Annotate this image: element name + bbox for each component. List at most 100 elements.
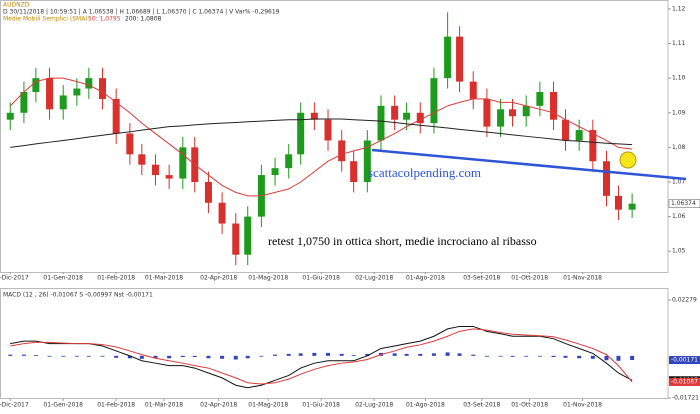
candle-body: [550, 92, 558, 120]
x-tick-label: 01-Gen-2018: [43, 402, 83, 409]
histogram-bar: [8, 354, 13, 356]
sma-line: [9, 77, 633, 197]
candle-body: [126, 133, 134, 155]
candle-body: [536, 92, 544, 106]
candle-body: [218, 202, 226, 224]
macd-line: [10, 328, 633, 385]
price-tag-box: [668, 199, 700, 208]
histogram-bar: [114, 355, 119, 358]
candle-body: [324, 119, 332, 141]
histogram-bar: [351, 355, 356, 356]
candle-body: [377, 105, 385, 141]
candle-body: [497, 109, 505, 127]
histogram-bar: [404, 353, 409, 356]
macd-line: [10, 325, 633, 389]
candle-body: [628, 203, 636, 210]
x-tick-label: 03-Set-2018: [463, 402, 500, 409]
y-tick-label: 1,11: [672, 40, 686, 47]
histogram-bar: [153, 355, 158, 359]
candle-body: [59, 95, 67, 110]
x-tick-label: 01-Feb-2018: [97, 402, 135, 409]
candle-body: [444, 36, 452, 79]
y-tick-label: 1,08: [672, 144, 686, 151]
candle-body: [151, 164, 159, 176]
macd-panel: [0, 288, 669, 399]
histogram-bar: [365, 353, 370, 356]
x-tick-label: 01-Ott-2018: [511, 402, 548, 409]
histogram-bar: [431, 353, 436, 356]
candle-body: [232, 223, 240, 255]
candle-body: [363, 140, 371, 182]
candle-body: [6, 112, 14, 120]
histogram-bar: [245, 355, 250, 359]
candle-body: [350, 161, 358, 182]
trend-line: [371, 148, 687, 181]
histogram-bar: [100, 355, 105, 357]
x-tick-label: 02-Lug-2018: [355, 275, 393, 282]
histogram-bar: [206, 355, 211, 359]
sma-line: [10, 118, 633, 148]
candle-body: [469, 81, 477, 99]
y-tick-label: 0,02279: [672, 297, 697, 304]
x-tick-label: 02-Apr-2018: [200, 402, 237, 409]
candle-body: [73, 88, 81, 96]
symbol: AUDNZD: [3, 2, 30, 9]
candle-body: [204, 182, 212, 203]
histogram-bar: [551, 355, 556, 358]
value-tag-box: [669, 356, 700, 365]
histogram-bar: [471, 354, 476, 356]
histogram-bar: [510, 355, 515, 357]
histogram-bar: [180, 355, 185, 358]
histogram-bar: [220, 355, 225, 359]
x-tick-label: 01-Mag-2018: [248, 402, 288, 409]
histogram-bar: [604, 355, 609, 361]
x-tick-label: 01-Feb-2018: [97, 275, 135, 282]
value-tag: -0,01067: [671, 378, 698, 385]
histogram-bar: [484, 355, 489, 357]
histogram-bar: [61, 355, 66, 357]
candle-body: [522, 105, 530, 117]
candle-body: [602, 161, 610, 196]
histogram-bar: [21, 354, 26, 356]
candle-body: [285, 154, 293, 169]
histogram-bar: [273, 354, 278, 356]
histogram-bar: [630, 355, 635, 361]
candle-body: [32, 78, 40, 92]
candle-body: [416, 112, 424, 124]
candle-body: [430, 78, 438, 124]
x-tick-label: 01-Giu-2018: [302, 275, 340, 282]
candle-body: [456, 36, 464, 82]
y-tick-label: 1,09: [672, 109, 686, 116]
histogram-bar: [326, 352, 331, 356]
cross-marker: [619, 151, 637, 169]
candle-body: [614, 195, 622, 210]
histogram-bar: [445, 352, 450, 356]
candle-body: [271, 168, 279, 176]
histogram-bar: [286, 353, 291, 356]
histogram-bar: [74, 355, 79, 357]
candle-body: [575, 130, 583, 141]
indicator-name: Medie Mobili Semplici (SMA): [3, 16, 88, 23]
candle-body: [112, 98, 120, 134]
candle-body: [561, 119, 569, 141]
y-tick-label: 1,06: [672, 213, 686, 220]
sma-label: 200: 1,0808: [125, 16, 162, 23]
candle-body: [483, 98, 491, 127]
histogram-bar: [418, 353, 423, 356]
candle-body: [391, 105, 399, 120]
candle-body: [99, 78, 107, 99]
y-tick-label: 1,05: [672, 248, 686, 255]
candle-body: [509, 109, 517, 117]
candle-body: [338, 140, 346, 162]
x-tick-label: 02-Lug-2018: [355, 402, 393, 409]
watermark: scattacolpending.com: [368, 165, 481, 180]
histogram-bar: [33, 355, 38, 356]
histogram-bar: [577, 355, 582, 359]
x-tick-label: 01-Mag-2018: [248, 275, 288, 282]
candle-body: [244, 216, 252, 255]
x-tick-label: 03-Set-2018: [463, 275, 500, 282]
candle-body: [138, 154, 146, 165]
histogram-bar: [563, 355, 568, 358]
candle-body: [165, 175, 173, 179]
